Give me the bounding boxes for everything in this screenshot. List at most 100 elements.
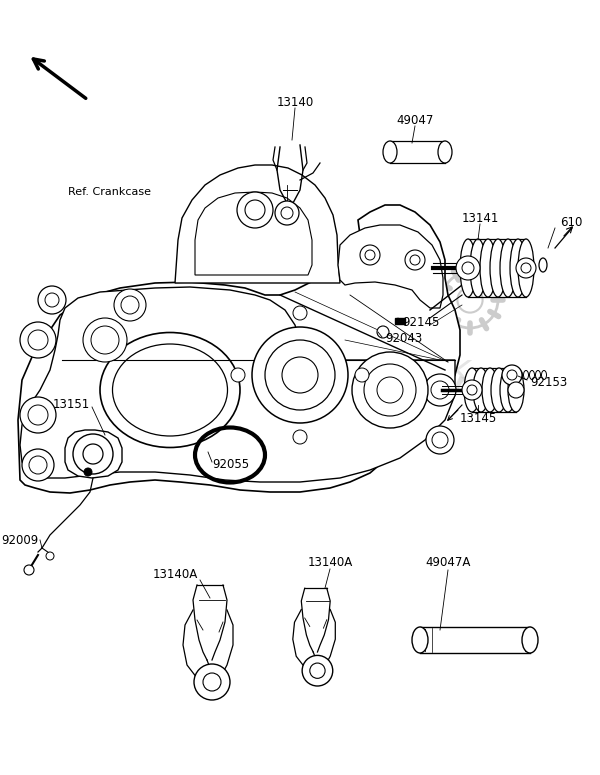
- Circle shape: [377, 377, 403, 403]
- Circle shape: [29, 456, 47, 474]
- Text: 610: 610: [560, 215, 583, 229]
- Circle shape: [508, 382, 524, 398]
- Circle shape: [203, 673, 221, 691]
- Polygon shape: [65, 430, 122, 478]
- Ellipse shape: [490, 239, 506, 297]
- Polygon shape: [20, 287, 455, 482]
- Ellipse shape: [523, 370, 529, 380]
- Text: 49047A: 49047A: [425, 556, 470, 570]
- Circle shape: [410, 255, 420, 265]
- Text: 92153: 92153: [530, 376, 567, 388]
- Ellipse shape: [500, 368, 516, 412]
- Circle shape: [462, 380, 482, 400]
- Text: Ref. Crankcase: Ref. Crankcase: [68, 187, 151, 197]
- Circle shape: [91, 326, 119, 354]
- Ellipse shape: [510, 239, 526, 297]
- Text: 49047: 49047: [397, 113, 434, 126]
- Ellipse shape: [539, 258, 547, 272]
- Circle shape: [360, 245, 380, 265]
- Polygon shape: [175, 165, 340, 283]
- Bar: [395, 318, 405, 324]
- Text: 13145: 13145: [460, 412, 497, 425]
- Ellipse shape: [482, 368, 498, 412]
- Ellipse shape: [460, 239, 476, 297]
- Polygon shape: [18, 205, 460, 493]
- Circle shape: [38, 286, 66, 314]
- Ellipse shape: [522, 627, 538, 653]
- Ellipse shape: [412, 627, 428, 653]
- Circle shape: [275, 201, 299, 225]
- Circle shape: [231, 368, 245, 382]
- Circle shape: [377, 326, 389, 338]
- Circle shape: [28, 405, 48, 425]
- Circle shape: [302, 656, 333, 686]
- Ellipse shape: [383, 141, 397, 163]
- Circle shape: [22, 449, 54, 481]
- Ellipse shape: [542, 370, 547, 380]
- Circle shape: [507, 370, 517, 380]
- Circle shape: [424, 374, 456, 406]
- Circle shape: [405, 250, 425, 270]
- Circle shape: [24, 565, 34, 575]
- Ellipse shape: [518, 239, 534, 297]
- Text: 92043: 92043: [385, 332, 422, 345]
- Circle shape: [28, 330, 48, 350]
- Circle shape: [252, 327, 348, 423]
- Text: 92145: 92145: [402, 315, 439, 329]
- Circle shape: [431, 381, 449, 399]
- Text: Reproduktions-
verbot: Reproduktions- verbot: [257, 320, 503, 440]
- Circle shape: [20, 322, 56, 358]
- Ellipse shape: [491, 368, 507, 412]
- Ellipse shape: [500, 239, 516, 297]
- Polygon shape: [195, 192, 312, 275]
- Circle shape: [293, 430, 307, 444]
- Circle shape: [426, 426, 454, 454]
- Circle shape: [265, 340, 335, 410]
- Ellipse shape: [473, 368, 489, 412]
- Circle shape: [282, 357, 318, 393]
- Circle shape: [281, 207, 293, 219]
- Circle shape: [83, 444, 103, 464]
- Circle shape: [310, 663, 325, 678]
- Text: 13151: 13151: [53, 398, 90, 412]
- Ellipse shape: [464, 368, 480, 412]
- Text: 13140A: 13140A: [152, 569, 197, 581]
- Circle shape: [84, 468, 92, 476]
- Circle shape: [121, 296, 139, 314]
- Circle shape: [45, 293, 59, 307]
- Circle shape: [502, 365, 522, 385]
- Circle shape: [293, 306, 307, 320]
- Ellipse shape: [536, 370, 541, 380]
- Text: 13140: 13140: [277, 95, 314, 109]
- Text: lik: lik: [428, 351, 472, 389]
- Circle shape: [521, 263, 531, 273]
- Ellipse shape: [480, 239, 496, 297]
- Circle shape: [114, 289, 146, 321]
- Circle shape: [46, 552, 54, 560]
- Circle shape: [245, 200, 265, 220]
- Circle shape: [456, 256, 480, 280]
- Ellipse shape: [508, 368, 524, 412]
- Circle shape: [73, 434, 113, 474]
- Ellipse shape: [517, 370, 523, 380]
- Text: 13141: 13141: [461, 212, 499, 225]
- Circle shape: [467, 385, 477, 395]
- Ellipse shape: [438, 141, 452, 163]
- Circle shape: [352, 352, 428, 428]
- Text: 92055: 92055: [212, 459, 249, 471]
- Circle shape: [516, 258, 536, 278]
- Text: 92009: 92009: [1, 533, 38, 546]
- Ellipse shape: [470, 239, 486, 297]
- Circle shape: [365, 250, 375, 260]
- Circle shape: [462, 262, 474, 274]
- Circle shape: [83, 318, 127, 362]
- Ellipse shape: [530, 370, 535, 380]
- Text: 13140A: 13140A: [307, 556, 353, 570]
- Circle shape: [364, 364, 416, 416]
- Circle shape: [432, 432, 448, 448]
- Circle shape: [237, 192, 273, 228]
- Circle shape: [355, 368, 369, 382]
- Polygon shape: [338, 225, 443, 308]
- Circle shape: [194, 664, 230, 700]
- Circle shape: [20, 397, 56, 433]
